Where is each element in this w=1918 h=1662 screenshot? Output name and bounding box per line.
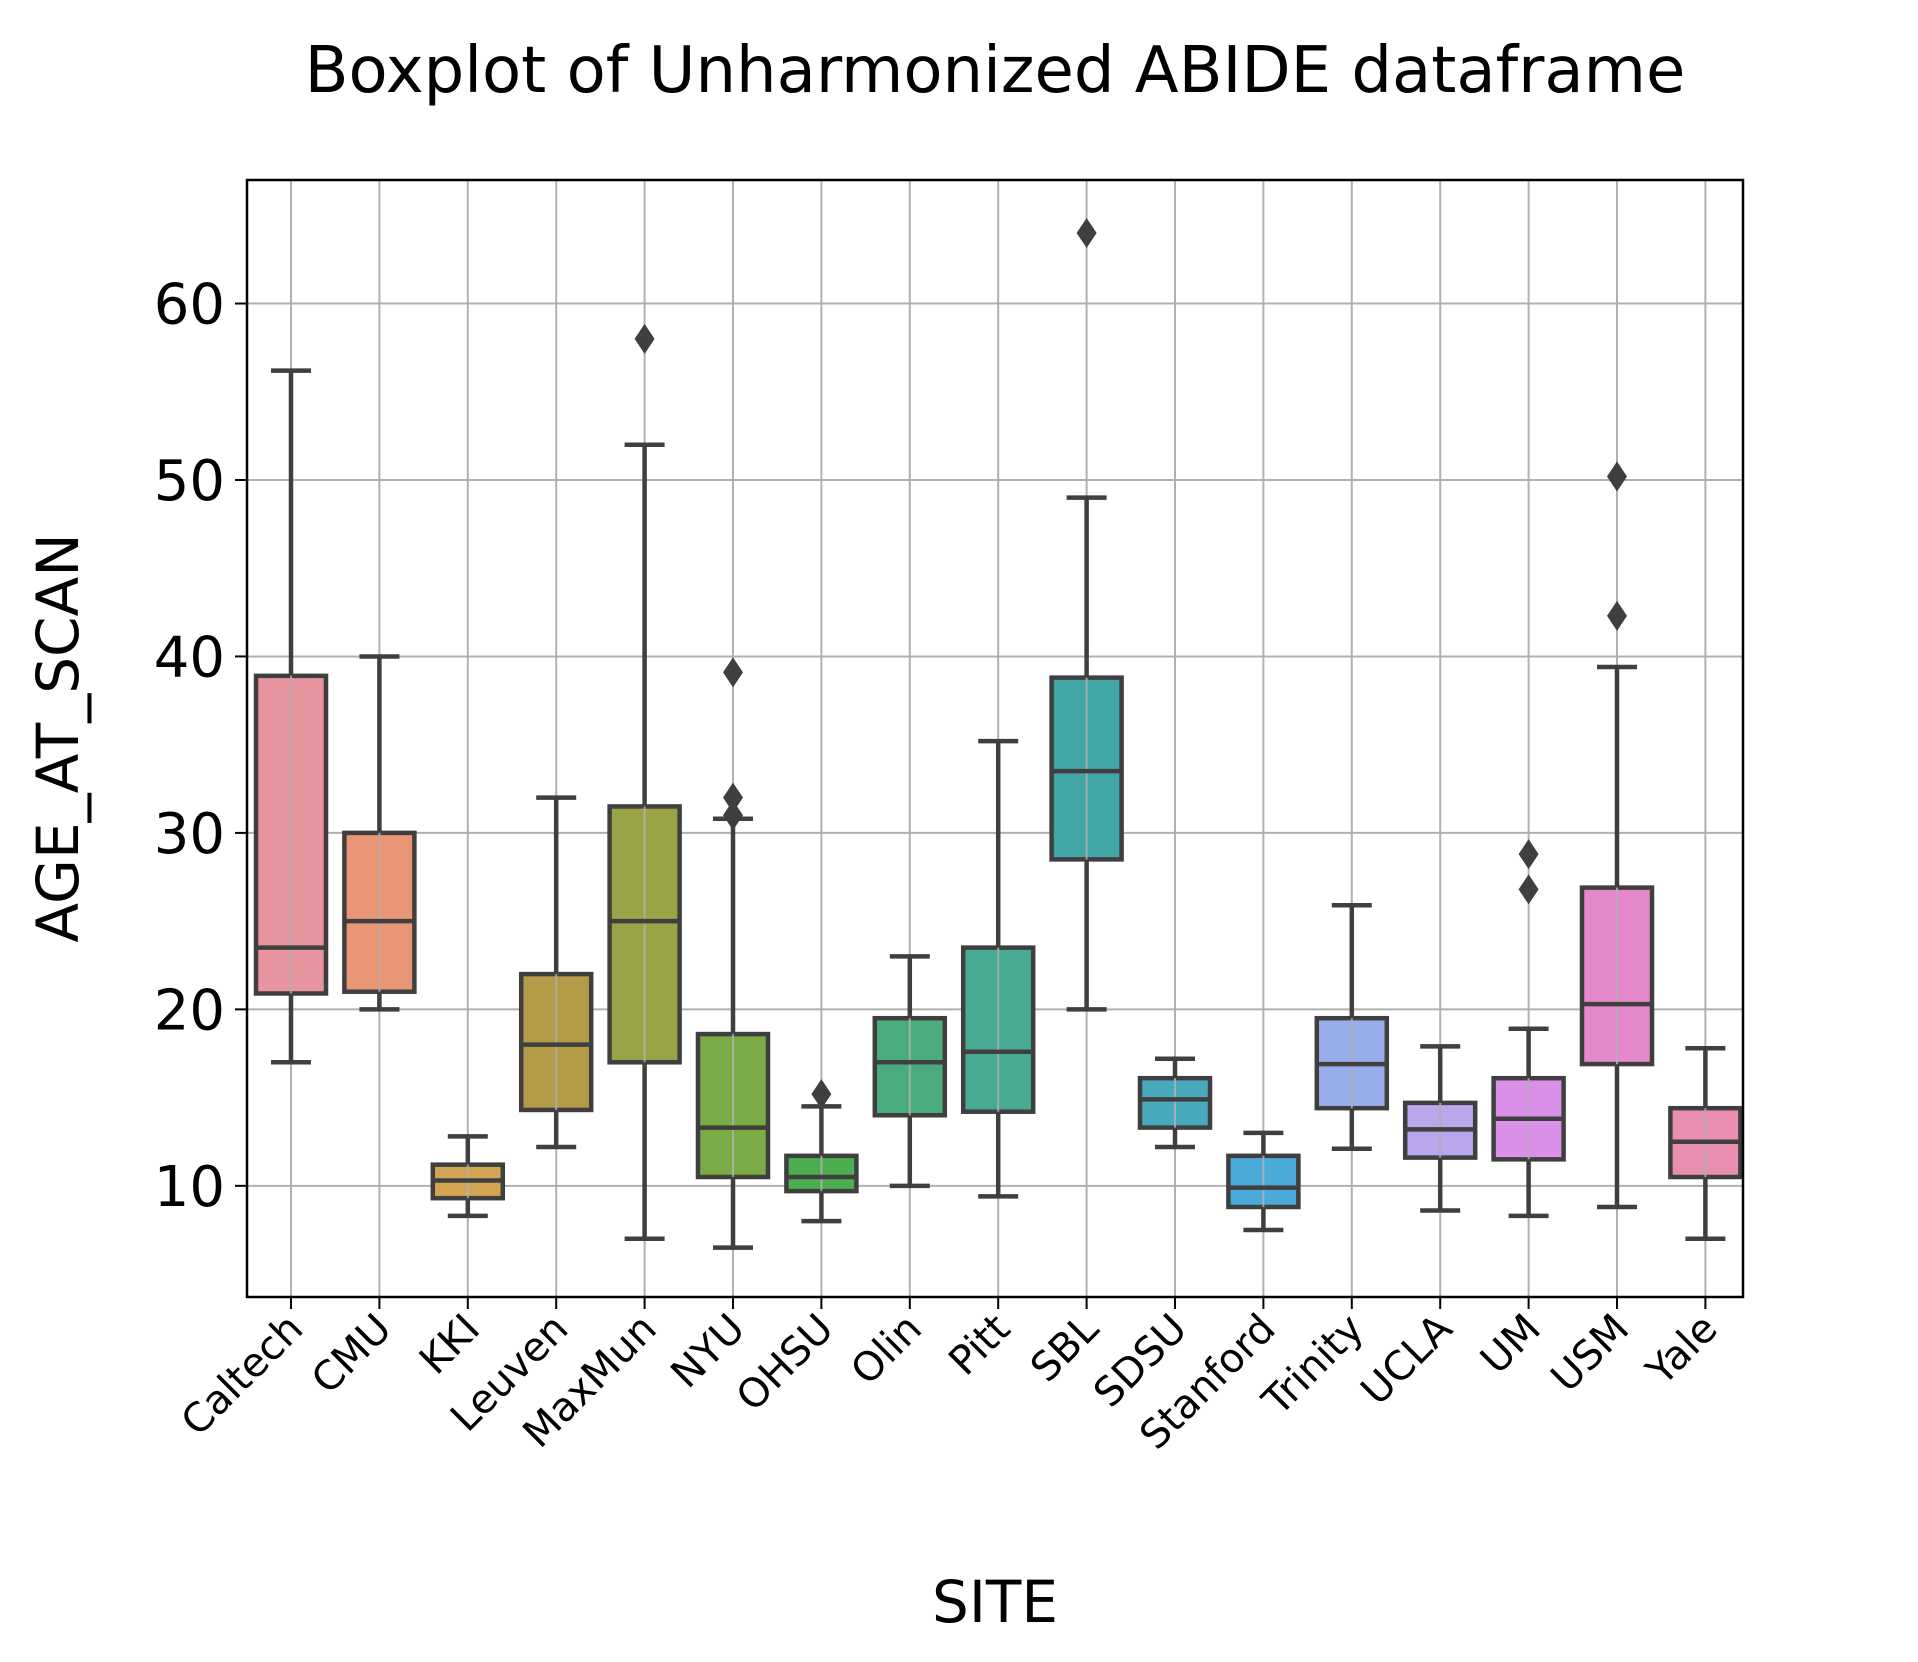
y-tick-label: 20 bbox=[154, 978, 225, 1043]
x-tick-label: CMU bbox=[303, 1306, 400, 1403]
x-tick-label: Yale bbox=[1637, 1306, 1726, 1395]
y-tick-label: 50 bbox=[154, 449, 225, 514]
box-sdsu bbox=[1137, 1056, 1213, 1150]
x-tick-label: Olin bbox=[842, 1306, 930, 1394]
box-kki bbox=[430, 1134, 506, 1219]
x-tick-label: OHSU bbox=[728, 1306, 843, 1421]
x-tick-label: Pitt bbox=[940, 1306, 1019, 1385]
outlier-point bbox=[723, 782, 743, 813]
x-tick-label: UCLA bbox=[1353, 1305, 1462, 1414]
x-tick-label: USM bbox=[1542, 1306, 1638, 1402]
y-tick-label: 40 bbox=[154, 625, 225, 690]
outlier-point bbox=[1518, 874, 1539, 905]
outlier-point bbox=[1076, 217, 1097, 248]
box-yale bbox=[1668, 1045, 1743, 1242]
y-tick-label: 60 bbox=[154, 273, 225, 338]
box-ucla bbox=[1402, 1044, 1478, 1213]
box-pitt bbox=[960, 738, 1036, 1199]
box-cmu bbox=[342, 654, 417, 1012]
box-ohsu bbox=[784, 1079, 859, 1224]
outlier-point bbox=[634, 323, 655, 354]
box-usm bbox=[1579, 461, 1655, 1210]
y-tick-label: 10 bbox=[154, 1155, 225, 1220]
plot-frame bbox=[245, 178, 1745, 1299]
box-maxmun bbox=[607, 323, 682, 1242]
box-sbl bbox=[1049, 217, 1124, 1012]
outlier-point bbox=[723, 800, 743, 831]
box-caltech bbox=[253, 368, 329, 1065]
x-axis-label: SITE bbox=[932, 1568, 1058, 1636]
outlier-point bbox=[1518, 839, 1539, 870]
box-stanford bbox=[1226, 1130, 1301, 1233]
box-nyu bbox=[695, 657, 771, 1250]
outlier-point bbox=[811, 1079, 832, 1110]
y-axis-ticks: 10 20 30 40 50 60 bbox=[154, 273, 247, 1220]
chart-title: Boxplot of Unharmonized ABIDE dataframe bbox=[305, 34, 1686, 108]
box-um bbox=[1491, 839, 1566, 1219]
box-trinity bbox=[1314, 903, 1390, 1152]
x-tick-label: Trinity bbox=[1253, 1306, 1372, 1425]
boxes-layer bbox=[253, 217, 1743, 1250]
y-tick-label: 30 bbox=[154, 802, 225, 867]
outlier-point bbox=[1607, 461, 1627, 492]
x-tick-label: UM bbox=[1472, 1306, 1550, 1384]
box-leuven bbox=[518, 795, 594, 1150]
outlier-point bbox=[723, 657, 743, 688]
x-tick-label: Caltech bbox=[173, 1306, 312, 1445]
box-olin bbox=[872, 954, 948, 1189]
y-axis-label: AGE_AT_SCAN bbox=[24, 533, 92, 942]
outlier-point bbox=[1607, 600, 1627, 631]
